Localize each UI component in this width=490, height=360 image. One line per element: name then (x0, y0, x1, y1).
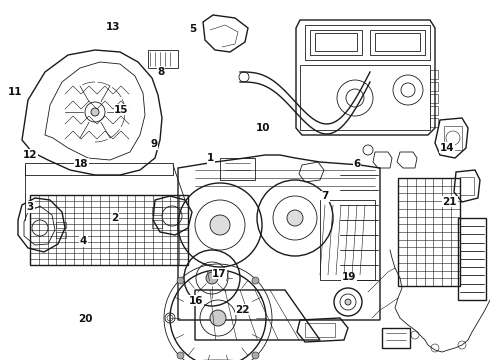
Text: 13: 13 (106, 22, 121, 32)
Bar (305, 25, 430, 60)
Bar (310, 30, 362, 55)
Text: 2: 2 (112, 213, 119, 223)
Text: 14: 14 (440, 143, 454, 153)
Text: 20: 20 (78, 314, 93, 324)
Bar (320, 200, 375, 280)
Bar (148, 50, 178, 68)
Text: 5: 5 (189, 24, 196, 34)
Text: 3: 3 (27, 202, 34, 212)
Circle shape (287, 210, 303, 226)
Bar (460, 177, 474, 195)
Bar (382, 328, 410, 348)
Bar (444, 126, 462, 150)
Circle shape (91, 108, 99, 116)
Bar (30, 195, 188, 265)
Text: 4: 4 (79, 236, 87, 246)
Text: 17: 17 (212, 269, 227, 279)
Text: 21: 21 (442, 197, 457, 207)
Text: 15: 15 (114, 105, 129, 115)
Bar (56, 222, 66, 228)
Circle shape (210, 310, 226, 326)
Circle shape (210, 215, 230, 235)
Circle shape (345, 299, 351, 305)
Bar (56, 232, 66, 238)
Text: 7: 7 (321, 191, 329, 201)
Text: 10: 10 (256, 123, 270, 133)
Bar (220, 158, 255, 180)
Circle shape (177, 352, 184, 359)
Text: 1: 1 (207, 153, 214, 163)
Circle shape (206, 272, 218, 284)
Bar (370, 30, 425, 55)
Bar (152, 220, 162, 228)
Bar (152, 207, 162, 215)
Text: 6: 6 (353, 159, 360, 169)
Bar (430, 106, 438, 115)
Text: 16: 16 (189, 296, 203, 306)
Bar (430, 82, 438, 91)
Bar (305, 323, 335, 337)
Text: 12: 12 (23, 150, 38, 160)
Bar (430, 70, 438, 79)
Circle shape (177, 277, 184, 284)
Bar (375, 33, 420, 51)
Bar (430, 118, 438, 127)
Bar (458, 218, 486, 300)
Bar (398, 178, 460, 286)
Circle shape (252, 352, 259, 359)
Text: 11: 11 (7, 87, 22, 97)
Circle shape (252, 277, 259, 284)
Bar (25, 163, 173, 175)
Text: 9: 9 (151, 139, 158, 149)
Text: 18: 18 (74, 159, 89, 169)
Bar (300, 65, 430, 130)
Text: 19: 19 (342, 272, 356, 282)
Bar (430, 94, 438, 103)
Bar (315, 33, 357, 51)
Text: 22: 22 (235, 305, 250, 315)
Text: 8: 8 (157, 67, 164, 77)
